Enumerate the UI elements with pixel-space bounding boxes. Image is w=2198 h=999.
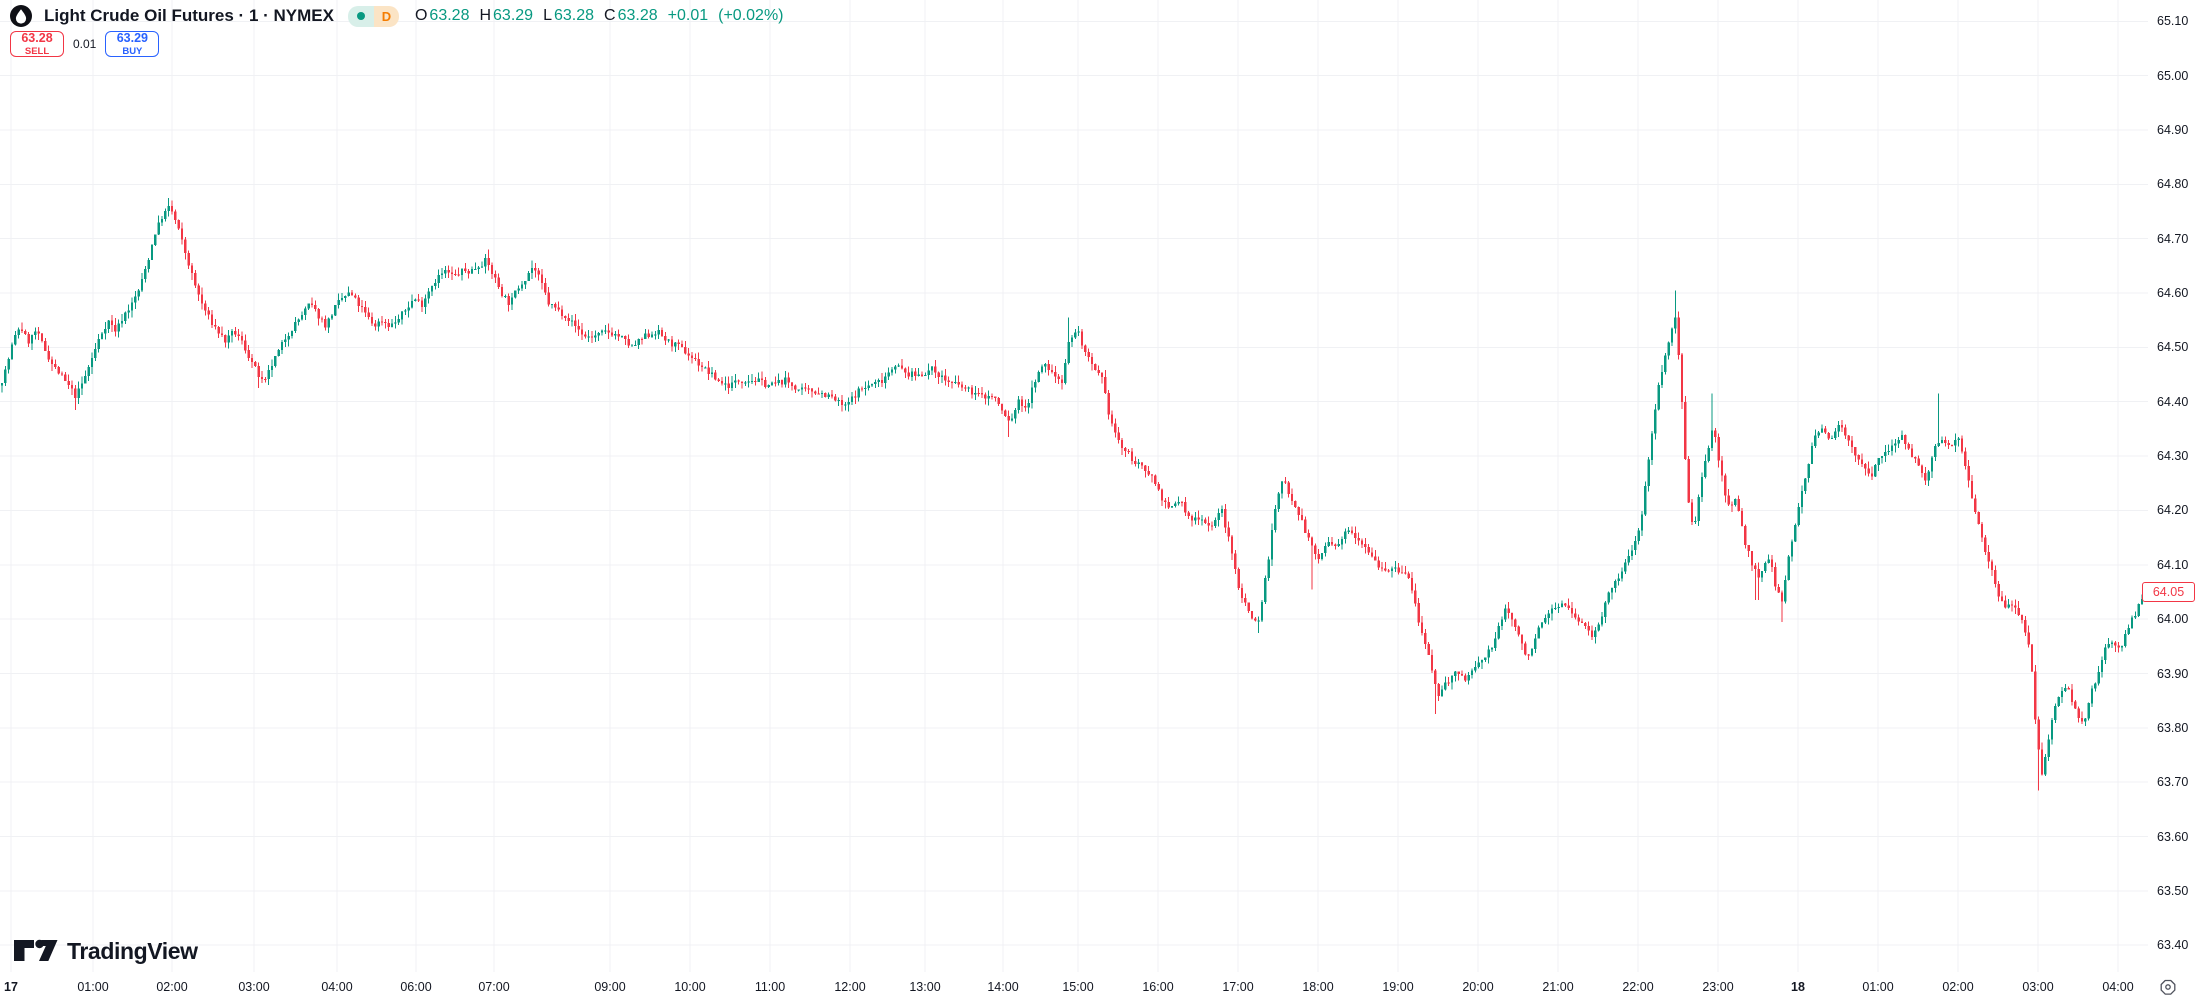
axis-settings-icon[interactable] [2160,979,2176,995]
sell-label: SELL [24,45,50,57]
symbol-title[interactable]: Light Crude Oil Futures · 1 · NYMEX [44,6,334,25]
price-tick-label: 64.20 [2157,503,2189,518]
spread-value: 0.01 [73,37,97,51]
ohlc-low-label: L [543,7,552,24]
price-change-percent: (+0.02%) [718,7,784,24]
tradingview-logo-icon [14,939,58,961]
time-tick-label: 03:00 [2022,980,2054,994]
time-tick-label: 02:00 [156,980,188,994]
time-tick-label: 19:00 [1382,980,1414,994]
time-tick-label: 01:00 [1862,980,1894,994]
sell-button[interactable]: 63.28 SELL [10,31,64,57]
time-tick-label: 21:00 [1542,980,1574,994]
price-tick-label: 63.40 [2157,938,2189,953]
price-tick-label: 64.00 [2157,612,2189,627]
delayed-data-badge[interactable]: D [373,5,399,27]
symbol-status-badges[interactable]: D [347,5,399,27]
price-tick-label: 64.70 [2157,231,2189,246]
time-tick-label: 12:00 [834,980,866,994]
last-price-tag: 64.05 [2142,581,2195,602]
time-tick-label: 07:00 [478,980,510,994]
price-tick-label: 64.80 [2157,177,2189,192]
tradingview-logo-text: TradingView [67,938,198,964]
ohlc-readout: O 63.28 H 63.29 L 63.28 C 63.28 +0.01 (+0.02… [415,7,784,25]
time-tick-label: 18:00 [1302,980,1334,994]
buy-button[interactable]: 63.29 BUY [105,31,160,57]
ohlc-open-value: 63.28 [429,7,470,24]
time-tick-label: 06:00 [400,980,432,994]
time-tick-label: 03:00 [238,980,270,994]
ohlc-high-label: H [479,7,492,24]
ohlc-low-value: 63.28 [553,7,595,24]
price-tick-label: 63.50 [2157,883,2189,898]
time-tick-label: 23:00 [1702,980,1734,994]
time-tick-label: 16:00 [1142,980,1174,994]
price-tick-label: 64.90 [2157,123,2189,137]
price-tick-label: 64.60 [2157,286,2189,301]
time-tick-label: 02:00 [1942,980,1974,994]
ohlc-high-value: 63.29 [493,7,534,24]
time-tick-label: 04:00 [2102,980,2134,994]
time-tick-label: 15:00 [1062,980,1094,994]
market-open-dot-badge[interactable] [347,5,374,27]
time-tick-label: 14:00 [987,980,1019,994]
crude-oil-symbol-icon [10,5,32,27]
price-tick-label: 64.10 [2157,557,2189,572]
time-tick-label: 01:00 [77,980,109,994]
price-tick-label: 63.70 [2157,775,2189,790]
time-tick-label: 18 [1791,980,1805,994]
sell-price: 63.28 [21,31,53,45]
time-axis[interactable]: 17 01:00 02:00 03:00 04:00 06:00 07:00 09:00 10:… [0,975,2148,999]
market-open-dot-icon [356,12,365,20]
ohlc-open-label: O [414,7,428,24]
time-tick-label: 10:00 [674,980,706,994]
price-tick-label: 64.30 [2157,449,2189,464]
time-tick-label: 11:00 [754,980,786,994]
axis-corner [2148,975,2198,999]
price-tick-label: 63.80 [2157,720,2189,735]
time-tick-label: 20:00 [1462,980,1494,994]
price-tick-label: 65.10 [2157,14,2189,29]
time-tick-label: 04:00 [321,980,353,994]
buy-label: BUY [122,45,143,57]
price-change-value: +0.01 [667,7,709,24]
ohlc-close-value: 63.28 [617,7,658,24]
last-price-label: 64.05 [2152,584,2185,599]
price-tick-label: 64.40 [2157,394,2189,409]
trade-panel: 63.28 SELL 0.01 63.29 BUY [10,31,160,57]
time-tick-label: 13:00 [909,980,941,994]
tradingview-logo[interactable]: TradingView [13,938,198,965]
time-tick-label: 17:00 [1222,980,1254,994]
buy-price: 63.29 [116,31,148,45]
time-tick-label: 22:00 [1622,980,1654,994]
time-tick-label: 17 [4,980,18,994]
price-tick-label: 64.50 [2157,340,2189,355]
chart-canvas[interactable] [0,0,2148,972]
time-tick-label: 09:00 [594,980,626,994]
price-axis[interactable]: 65.10 65.00 64.90 64.80 64.70 64.60 64.50 64.40… [2148,0,2198,972]
price-tick-label: 63.90 [2157,666,2189,681]
ohlc-close-label: C [604,7,616,24]
price-tick-label: 63.60 [2157,829,2189,844]
price-tick-label: 65.00 [2157,68,2189,83]
